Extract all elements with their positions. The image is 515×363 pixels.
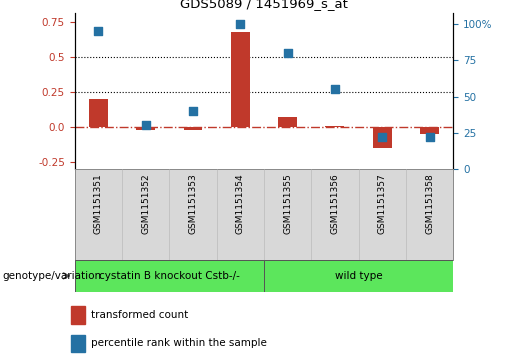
Point bbox=[94, 29, 102, 34]
Bar bbox=[264, 260, 453, 292]
Bar bbox=[72, 335, 85, 352]
Point bbox=[378, 134, 386, 140]
Text: GSM1151353: GSM1151353 bbox=[188, 173, 197, 234]
Point bbox=[189, 108, 197, 114]
Text: GSM1151356: GSM1151356 bbox=[331, 173, 339, 234]
Bar bbox=[420, 127, 439, 134]
Text: GSM1151352: GSM1151352 bbox=[141, 173, 150, 234]
Text: percentile rank within the sample: percentile rank within the sample bbox=[91, 338, 266, 348]
Bar bbox=[325, 126, 345, 127]
Bar bbox=[122, 169, 169, 260]
Point bbox=[236, 21, 245, 27]
Text: GSM1151358: GSM1151358 bbox=[425, 173, 434, 234]
Bar bbox=[75, 260, 264, 292]
Bar bbox=[264, 169, 311, 260]
Text: GSM1151351: GSM1151351 bbox=[94, 173, 103, 234]
Text: transformed count: transformed count bbox=[91, 310, 188, 320]
Text: GSM1151357: GSM1151357 bbox=[377, 173, 387, 234]
Bar bbox=[231, 32, 250, 127]
Bar bbox=[72, 306, 85, 323]
Bar bbox=[278, 117, 297, 127]
Point bbox=[425, 134, 434, 140]
Point bbox=[283, 50, 291, 56]
Text: GSM1151354: GSM1151354 bbox=[236, 173, 245, 234]
Point bbox=[331, 86, 339, 92]
Bar bbox=[406, 169, 453, 260]
Text: cystatin B knockout Cstb-/-: cystatin B knockout Cstb-/- bbox=[99, 271, 240, 281]
Bar bbox=[136, 127, 155, 130]
Bar bbox=[311, 169, 358, 260]
Title: GDS5089 / 1451969_s_at: GDS5089 / 1451969_s_at bbox=[180, 0, 348, 10]
Point bbox=[142, 123, 150, 129]
Text: genotype/variation: genotype/variation bbox=[3, 271, 101, 281]
Bar bbox=[373, 127, 392, 148]
Bar bbox=[75, 169, 122, 260]
Text: wild type: wild type bbox=[335, 271, 382, 281]
Bar bbox=[89, 99, 108, 127]
Bar bbox=[169, 169, 217, 260]
Text: GSM1151355: GSM1151355 bbox=[283, 173, 292, 234]
Bar bbox=[217, 169, 264, 260]
Bar bbox=[358, 169, 406, 260]
Bar bbox=[183, 127, 202, 130]
